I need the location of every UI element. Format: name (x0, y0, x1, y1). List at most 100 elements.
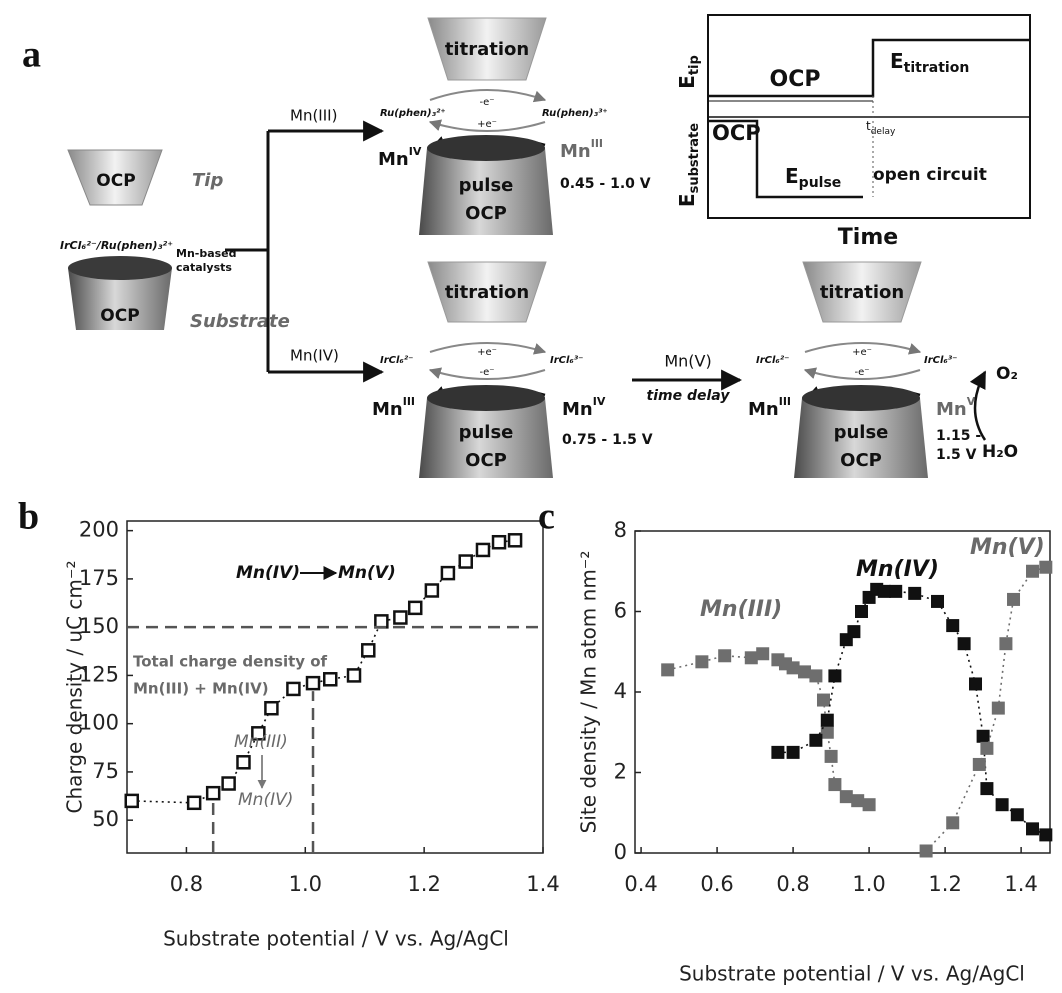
trend-line (777, 588, 1047, 836)
data-point (756, 647, 770, 661)
trend-line (925, 566, 1047, 852)
sym-base: E (675, 75, 699, 89)
cycle-arrow (428, 119, 546, 132)
trend-line (131, 539, 516, 804)
mn-state: MnIII (372, 395, 415, 420)
panel-a: a OCP Tip IrCl₆²⁻/Ru(phen)₃²⁺ Mn-based c… (22, 14, 1031, 478)
x-tick-label: 0.8 (776, 872, 809, 896)
mn-sup: III (591, 137, 603, 150)
sym-sub: pulse (799, 175, 842, 191)
x-tick-label: 1.4 (526, 872, 559, 896)
timing-label: OCP (770, 67, 821, 92)
mn-base: Mn (748, 399, 779, 420)
data-point (809, 733, 823, 747)
tip-cone (802, 261, 922, 323)
data-point (695, 655, 709, 669)
substrate-cone (419, 148, 553, 235)
x-tick-label: 0.6 (700, 872, 733, 896)
y-tick-label: 200 (79, 518, 119, 542)
data-point (1007, 592, 1021, 606)
series-label: Mn(V) (970, 535, 1045, 560)
mn-state: MnIV (562, 395, 606, 420)
y-tick-label: 8 (614, 518, 627, 542)
catalyst: catalysts (176, 261, 232, 274)
data-point (346, 668, 362, 683)
data-point (305, 675, 321, 691)
x-tick-label: 0.8 (170, 872, 203, 896)
branch-label: Mn(IV) (290, 347, 339, 365)
sym-base: E (890, 49, 904, 73)
data-point (828, 778, 842, 792)
data-point (786, 661, 800, 675)
ocp: OCP (840, 450, 882, 471)
timing-label: Epulse (785, 164, 841, 192)
data-point (995, 798, 1009, 812)
data-point (458, 554, 473, 569)
data-point (828, 669, 842, 683)
data-point (1026, 822, 1040, 836)
transition-note: time delay (647, 388, 731, 404)
x-axis-title: Substrate potential / V vs. Ag/AgCl (163, 927, 509, 951)
data-point (824, 749, 838, 763)
mn-sup: III (779, 395, 791, 408)
data-point (991, 701, 1005, 715)
data-point (124, 793, 140, 809)
potential-range: 1.15 - (936, 428, 981, 444)
data-point (851, 794, 865, 808)
data-point (980, 741, 994, 755)
data-point (972, 757, 986, 771)
data-point (771, 745, 785, 759)
tip-state: OCP (96, 171, 135, 191)
data-point (976, 729, 990, 743)
data-point (877, 584, 891, 598)
data-point (440, 565, 456, 581)
data-point (931, 594, 945, 608)
data-point (980, 782, 994, 796)
data-point (491, 534, 507, 550)
y-tick-label: 6 (614, 599, 627, 623)
potential-range: 1.5 V (936, 447, 977, 463)
mn-base: Mn (378, 149, 409, 170)
sym-base: t (866, 119, 871, 133)
data-point (661, 663, 675, 677)
substrate-cone (794, 398, 928, 478)
ocp: OCP (465, 450, 507, 471)
series-label: Mn(III) (700, 597, 782, 622)
data-point (205, 785, 221, 801)
mn-sup: IV (409, 145, 422, 158)
pulse: pulse (459, 175, 514, 196)
data-point (236, 755, 251, 770)
tip-cone (427, 17, 547, 81)
data-point (475, 542, 491, 558)
data-point (957, 637, 971, 651)
chart: c Substrate potential / V vs. Ag/AgCl Site… (538, 496, 1053, 986)
pulse: pulse (459, 422, 514, 443)
cycle-arrow (429, 89, 547, 103)
data-point (361, 643, 376, 658)
data-point (407, 600, 423, 616)
data-point (847, 625, 861, 639)
data-point (264, 700, 279, 716)
cycle-arrow (429, 342, 547, 355)
data-point (862, 798, 876, 812)
y-tick-label: 4 (614, 679, 627, 703)
electron: +e⁻ (477, 347, 497, 358)
y-tick-label: 125 (79, 662, 119, 686)
y-tick-label: 75 (92, 759, 119, 783)
series-label: Mn(IV) (856, 557, 939, 582)
mn-state: MnIII (748, 395, 791, 420)
annotation: Mn(V) (338, 563, 396, 583)
couple: IrCl₆²⁻ (756, 355, 789, 366)
mediator: IrCl₆²⁻/Ru(phen)₃²⁺ (60, 239, 173, 252)
tip-trace (708, 38, 1030, 98)
sym-sub: titration (904, 60, 970, 76)
data-point (908, 586, 922, 600)
catalyst: Mn-based (176, 247, 237, 260)
data-point (374, 614, 389, 629)
timing-label: open circuit (873, 165, 987, 185)
branch-line (225, 131, 270, 372)
annotation: Mn(IV) (236, 563, 300, 583)
tip-state: titration (820, 282, 904, 303)
electron: +e⁻ (852, 347, 872, 358)
plot-frame (126, 520, 544, 854)
